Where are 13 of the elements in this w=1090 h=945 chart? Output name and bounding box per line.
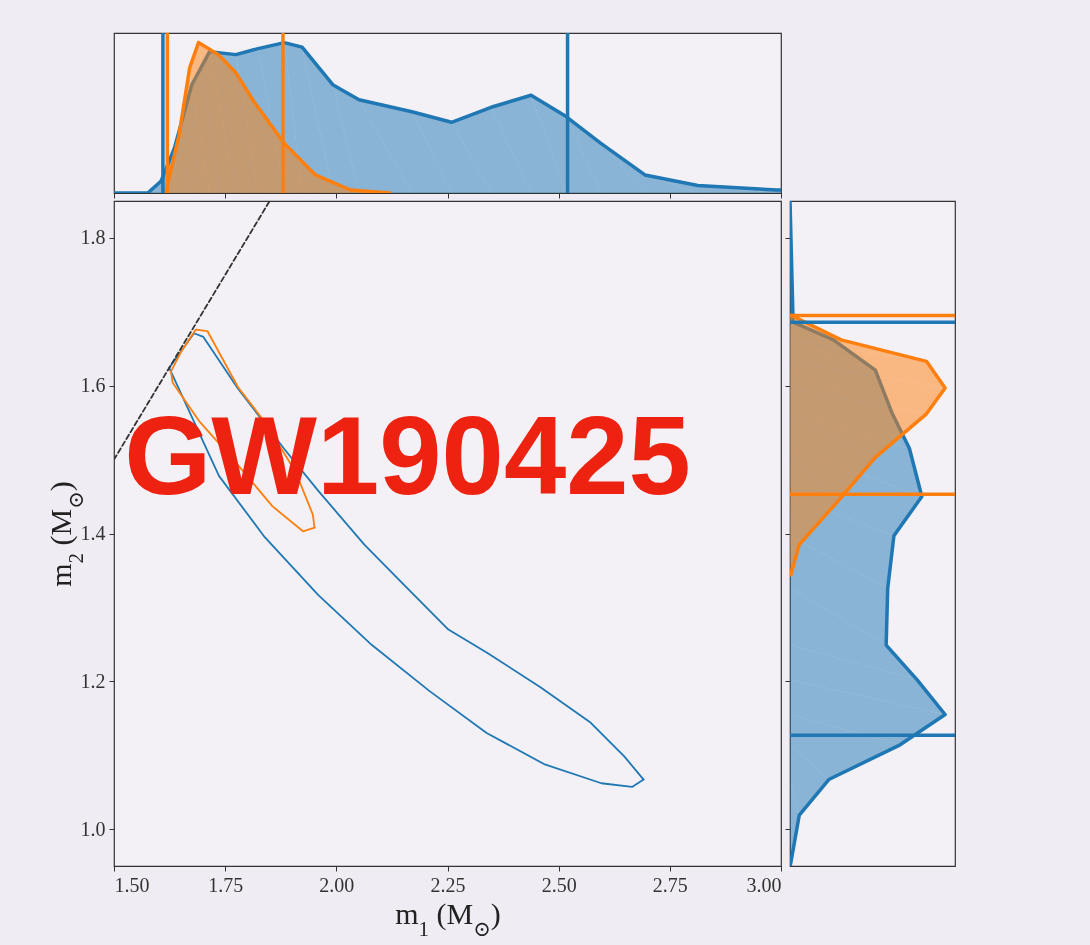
x-tick-label: 2.50 [541,873,577,896]
x-tick-label: 3.00 [746,873,782,896]
x-tick-label: 1.50 [114,873,150,896]
x-tick-label: 1.75 [208,873,244,896]
y-tick-label: 1.2 [80,669,106,692]
x-tick-label: 2.00 [319,873,355,896]
y-tick-label: 1.4 [80,522,106,544]
y-tick-label: 1.8 [80,226,106,249]
y-tick-label: 1.0 [80,817,106,840]
x-axis-title: m$_{1}$ (M$_{⊙}$) [395,896,501,941]
x-tick-label: 2.75 [652,873,688,896]
x-tick-label: 2.25 [430,873,466,896]
y-tick-label: 1.6 [80,374,106,397]
